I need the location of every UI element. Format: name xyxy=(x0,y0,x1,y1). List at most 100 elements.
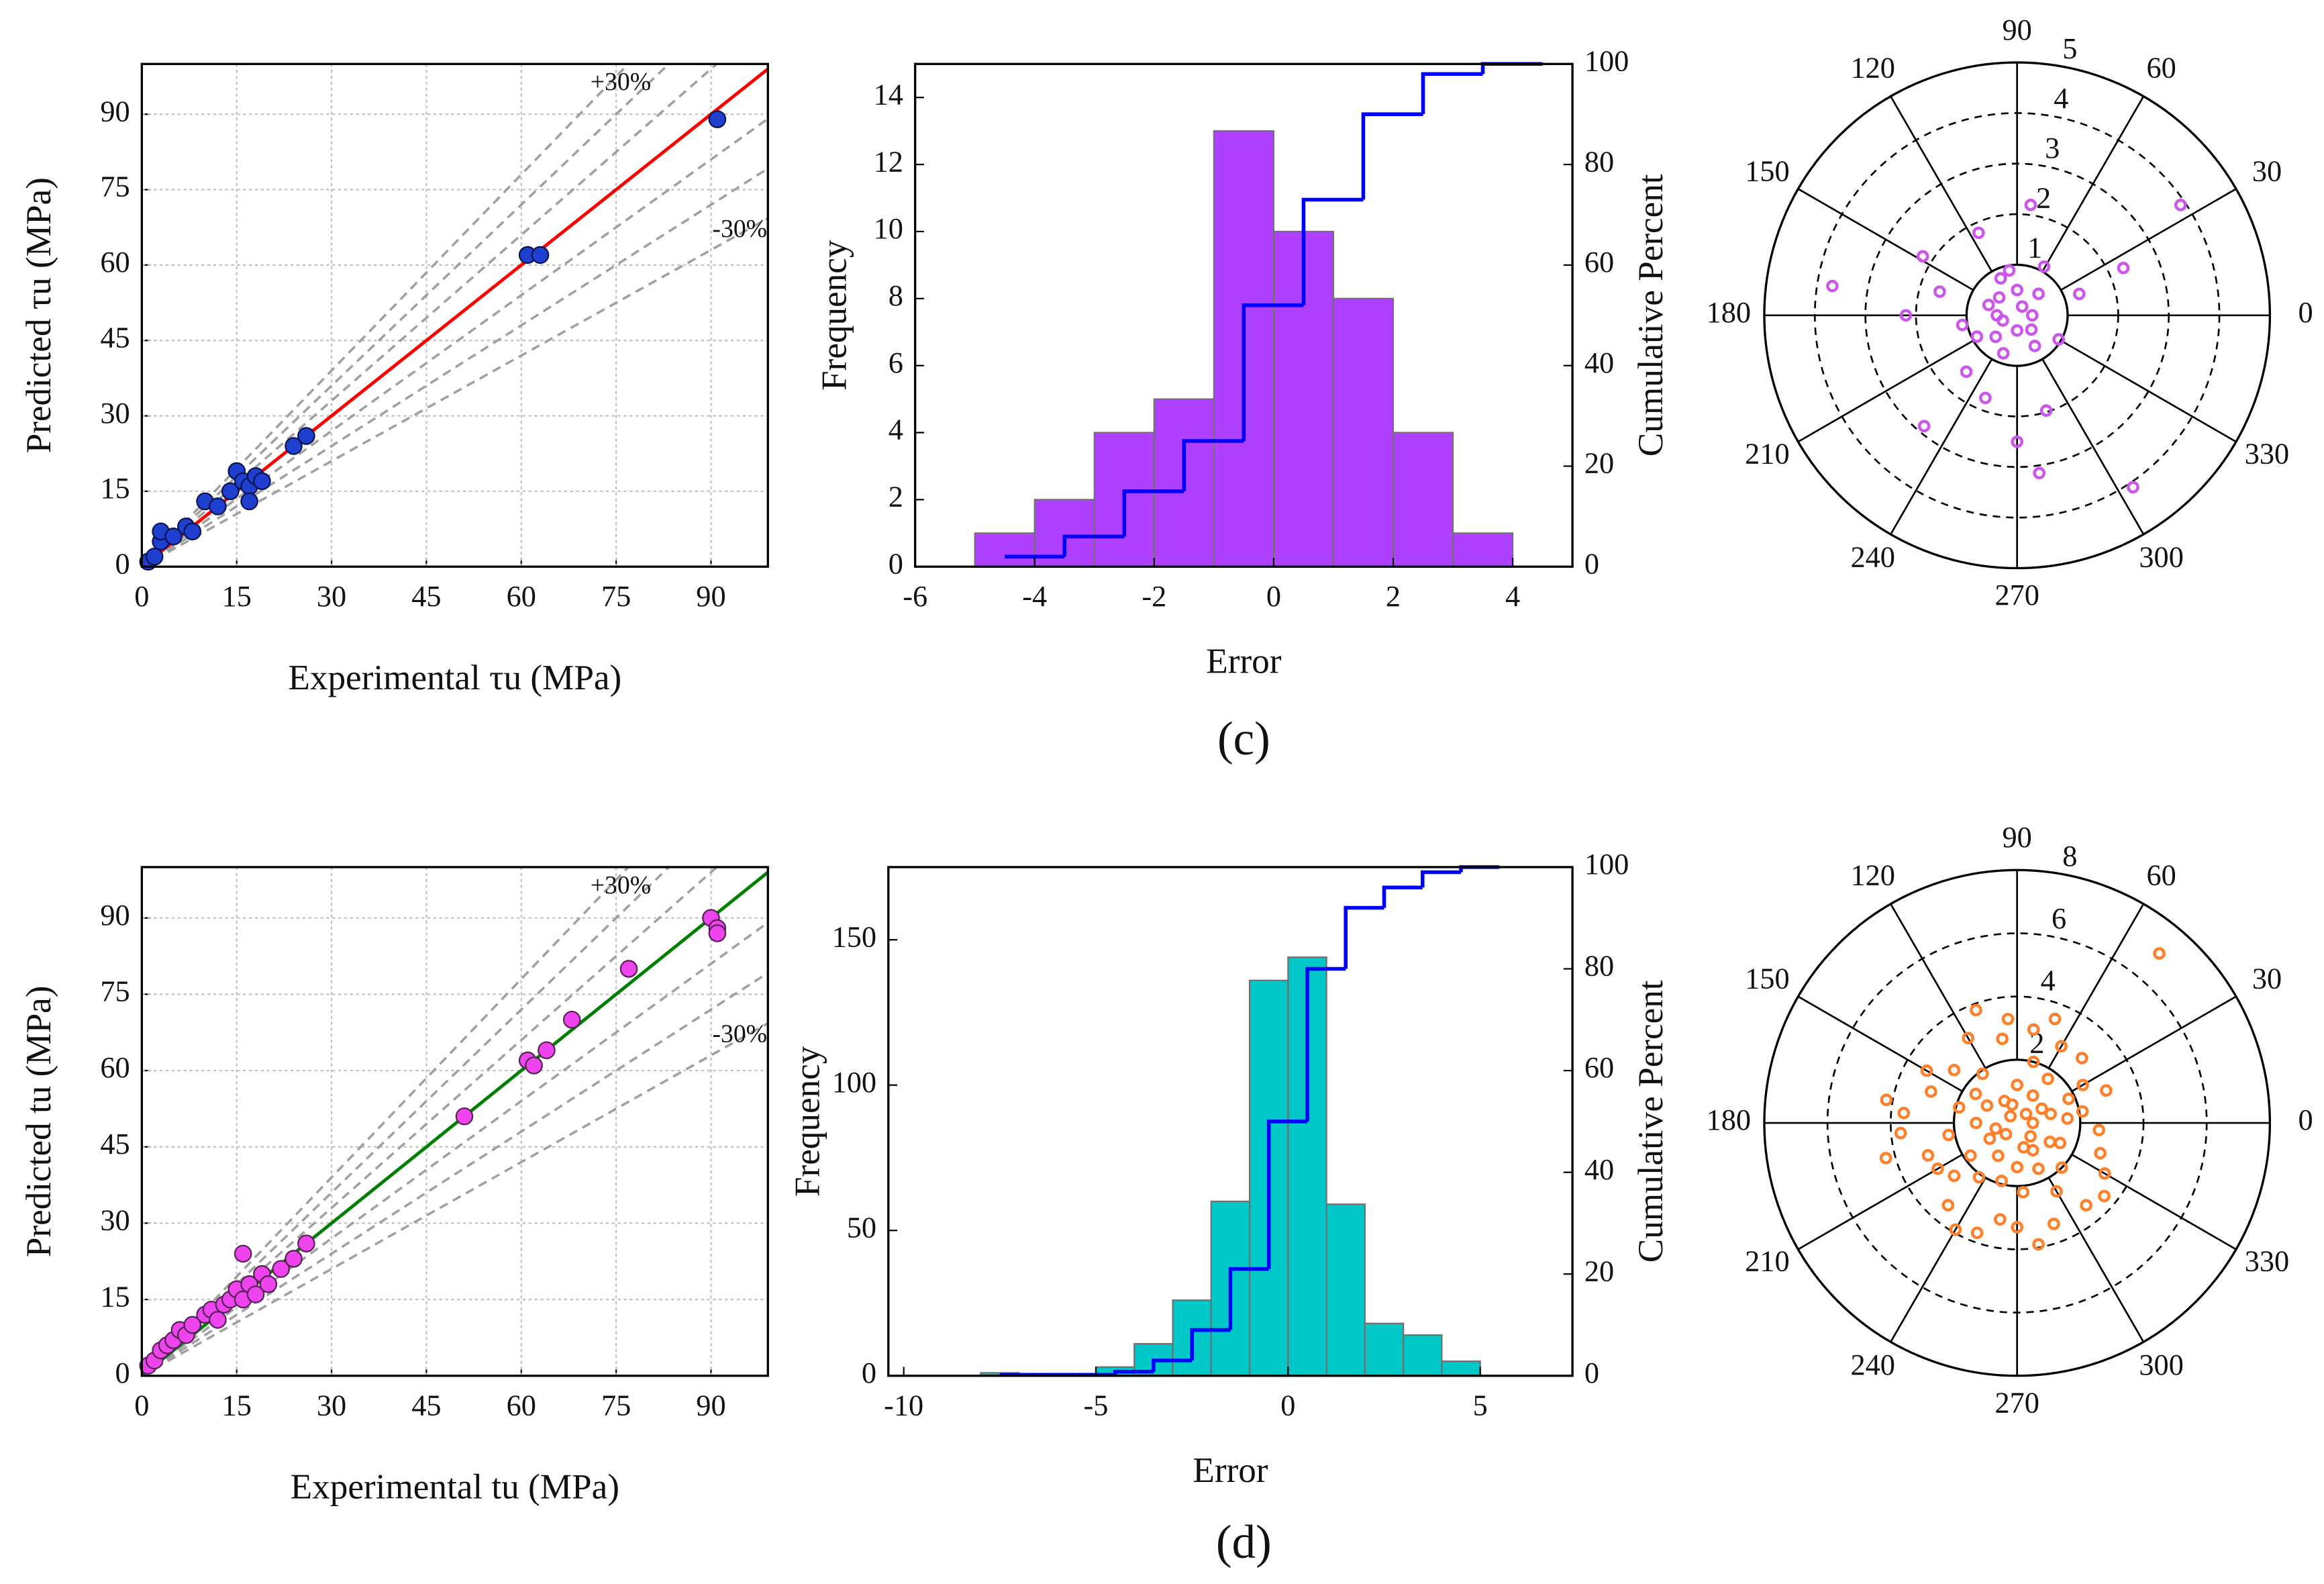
x-tick-label: 0 xyxy=(134,1389,149,1422)
point xyxy=(1879,1152,1892,1165)
point xyxy=(2011,435,2023,448)
x-tick-label: 30 xyxy=(317,1389,346,1422)
spoke xyxy=(2071,1153,2237,1250)
y-tick-label: 2 xyxy=(889,481,903,513)
x-tick-label: 45 xyxy=(411,1389,441,1422)
point xyxy=(1931,1162,1944,1175)
point xyxy=(538,1041,556,1060)
point xyxy=(1897,1106,1911,1120)
cumulative-step xyxy=(1122,489,1184,537)
y2-tick-label: 40 xyxy=(1584,1153,1614,1186)
point xyxy=(272,1260,290,1278)
bar xyxy=(1403,1334,1443,1377)
y2-tick-label: 60 xyxy=(1584,1051,1614,1084)
cumulative-step xyxy=(1421,72,1483,115)
point xyxy=(1970,1003,1982,1017)
point xyxy=(145,548,164,566)
radial-ring xyxy=(1952,1058,2082,1187)
point xyxy=(183,1316,202,1334)
point xyxy=(1952,1101,1966,1114)
y-tick-label: 90 xyxy=(100,899,130,932)
x-tick-label: 75 xyxy=(601,580,631,613)
point xyxy=(1970,330,1984,343)
point xyxy=(1880,1093,1893,1107)
reference-line xyxy=(142,64,671,567)
point xyxy=(183,522,202,541)
y-tick-label: 10 xyxy=(874,212,903,245)
x-tick-label: 15 xyxy=(222,580,252,613)
point xyxy=(2048,1012,2062,1026)
spoke xyxy=(2041,358,2145,535)
point xyxy=(2003,264,2016,277)
theta-tick-label: 150 xyxy=(1745,154,1789,187)
y-tick-label: 0 xyxy=(115,547,130,580)
point xyxy=(2035,1102,2048,1116)
point xyxy=(1979,391,1992,405)
theta-tick-label: 330 xyxy=(2245,437,2289,470)
point xyxy=(531,246,550,264)
theta-tick-label: 150 xyxy=(1745,962,1789,995)
point xyxy=(2001,1012,2015,1026)
point xyxy=(2055,1040,2068,1053)
theta-tick-label: 0 xyxy=(2298,1103,2313,1136)
point xyxy=(2054,1136,2067,1150)
point xyxy=(1899,309,1913,322)
y2-tick-label: 80 xyxy=(1584,950,1614,983)
point xyxy=(2032,1162,2045,1175)
x-axis-label: Error xyxy=(1206,642,1281,681)
y-axis-label: Predicted tu (MPa) xyxy=(19,986,58,1258)
point xyxy=(1948,1169,1961,1183)
point xyxy=(285,1250,303,1268)
r-tick-label: 4 xyxy=(2041,964,2056,997)
point xyxy=(297,1234,315,1253)
y-tick-label: 45 xyxy=(100,321,130,354)
point xyxy=(2027,1055,2040,1069)
theta-tick-label: 270 xyxy=(1994,579,2039,611)
point xyxy=(2024,198,2037,211)
x-tick-label: -2 xyxy=(1142,580,1166,613)
cumulative-step xyxy=(1382,885,1423,908)
point xyxy=(2004,1109,2017,1123)
point xyxy=(1942,1128,1955,1142)
point xyxy=(1970,1226,1984,1240)
x-tick-label: 2 xyxy=(1386,580,1401,613)
y-tick-label: 12 xyxy=(874,145,903,178)
point xyxy=(2052,333,2065,346)
theta-tick-label: 300 xyxy=(2139,541,2183,574)
spoke xyxy=(1797,340,1974,443)
y2-tick-label: 80 xyxy=(1584,145,1614,178)
y2-tick-label: 60 xyxy=(1584,246,1614,279)
y2-tick-label: 0 xyxy=(1584,547,1599,580)
point xyxy=(2075,1052,2088,1065)
point xyxy=(2048,1218,2060,1230)
point xyxy=(1992,291,2006,304)
reference-line xyxy=(142,117,768,567)
theta-tick-label: 120 xyxy=(1851,859,1895,892)
point xyxy=(2039,404,2053,417)
point xyxy=(2092,1124,2105,1137)
point xyxy=(234,1244,252,1263)
spoke xyxy=(1890,358,1993,535)
bar xyxy=(1332,297,1395,568)
point xyxy=(1962,1032,1974,1044)
theta-tick-label: 30 xyxy=(2252,154,2282,187)
point xyxy=(1956,318,1969,332)
point xyxy=(1894,1126,1907,1140)
theta-tick-label: 240 xyxy=(1851,1348,1895,1381)
theta-tick-label: 90 xyxy=(2003,13,2032,46)
y-tick-label: 8 xyxy=(889,279,903,312)
spoke xyxy=(1890,95,1993,273)
point xyxy=(1941,1199,1955,1212)
y2-axis-label: Cumulative Percent xyxy=(1631,174,1670,456)
point xyxy=(2017,1185,2030,1199)
point xyxy=(2100,1084,2113,1097)
reference-line xyxy=(142,867,630,1376)
spoke xyxy=(2060,188,2237,291)
point xyxy=(1916,250,1929,263)
y-tick-label: 14 xyxy=(874,78,903,111)
point xyxy=(2011,1221,2023,1234)
point xyxy=(2037,260,2051,273)
point xyxy=(1921,1149,1935,1162)
spoke xyxy=(2060,340,2237,443)
point xyxy=(1917,419,1931,433)
